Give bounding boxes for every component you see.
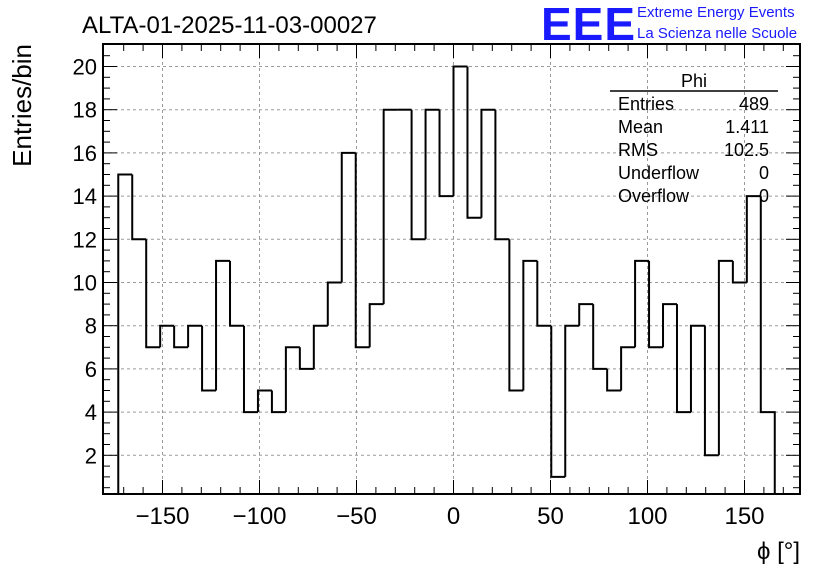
stats-label-2: RMS	[618, 140, 658, 160]
histogram-bin-1	[131, 174, 147, 241]
histogram-bin-17	[354, 152, 370, 349]
plot-frame	[102, 43, 801, 495]
stats-value-3: 0	[759, 163, 769, 183]
histogram-bin-44	[731, 260, 747, 284]
y-tick-label-5: 12	[73, 227, 97, 252]
y-tick-label-3: 8	[85, 314, 97, 339]
histogram-bin-2	[145, 239, 161, 349]
eee-logo-mark: EEE	[541, 0, 636, 50]
chart-title: ALTA-01-2025-11-03-00027	[82, 12, 377, 39]
histogram-bin-8	[229, 260, 244, 327]
eee-logo: EEE Extreme Energy Events La Scienza nel…	[541, 0, 797, 50]
logo-line-1: Extreme Energy Events	[637, 4, 795, 21]
y-tick-label-4: 10	[73, 271, 97, 296]
histogram-bin-21	[410, 109, 426, 241]
stats-value-2: 102.5	[724, 140, 769, 160]
y-tick-label-6: 14	[73, 184, 97, 209]
stats-value-1: 1.411	[725, 117, 769, 137]
histogram-bin-24	[452, 65, 468, 197]
histogram-bin-36	[620, 346, 636, 391]
y-tick-label-1: 4	[85, 400, 97, 425]
histogram-bin-7	[215, 259, 231, 391]
stats-box: Phi Entries 489 Mean 1.411 RMS 102.5 Underflow…	[610, 71, 778, 206]
stats-label-0: Entries	[618, 94, 674, 114]
histogram-bin-43	[717, 259, 733, 456]
stats-label-4: Overflow	[618, 186, 690, 206]
histogram-bin-15	[326, 281, 342, 326]
stats-rows: Entries 489 Mean 1.411 RMS 102.5 Underflow 0 Ove…	[618, 94, 769, 206]
y-axis-ticks: 2 4 6 8 10 12 14 16 18 20	[73, 55, 800, 489]
stats-label-1: Mean	[618, 117, 663, 137]
histogram-bin-33	[578, 303, 594, 326]
histogram-bin-46	[759, 196, 776, 494]
histogram-bin-40	[675, 304, 691, 414]
histogram-bin-10	[256, 389, 272, 413]
y-tick-label-7: 16	[73, 141, 97, 166]
x-axis-label: ϕ [°]	[757, 538, 800, 565]
y-tick-label-2: 6	[85, 357, 97, 382]
histogram-bin-38	[648, 260, 664, 349]
histogram-bin-14	[312, 324, 328, 369]
stats-value-0: 489	[739, 94, 769, 114]
y-axis-label: Entries/bin	[7, 44, 37, 167]
histogram-bin-31	[550, 325, 566, 478]
x-tick-label-6: 150	[724, 503, 764, 530]
histogram-bin-42	[703, 325, 719, 457]
histogram-bin-16	[340, 151, 356, 283]
histogram-bin-4	[173, 325, 189, 349]
histogram-bin-5	[187, 324, 203, 348]
histogram-bin-19	[382, 108, 398, 305]
histogram-bin-6	[201, 325, 217, 392]
grid	[103, 44, 800, 494]
histogram-bin-37	[634, 259, 650, 348]
histogram-bin-18	[368, 303, 384, 348]
histogram-bin-29	[522, 259, 538, 391]
stats-label-3: Underflow	[618, 163, 700, 183]
histogram-bin-12	[284, 346, 300, 413]
histogram-bin-13	[298, 347, 314, 370]
histogram-bin-28	[508, 239, 524, 392]
stats-box-title: Phi	[681, 71, 707, 91]
histogram-bin-35	[606, 368, 622, 392]
histogram-bin-22	[424, 108, 440, 240]
histogram-bin-23	[438, 109, 454, 198]
histogram-bin-11	[270, 390, 286, 414]
histogram-bin-32	[564, 324, 580, 477]
histogram-bin-39	[662, 303, 677, 348]
y-tick-label-9: 20	[73, 55, 97, 80]
x-tick-label-5: 100	[627, 503, 667, 530]
histogram-bin-30	[536, 260, 552, 327]
logo-line-2: La Scienza nelle Scuole	[637, 25, 797, 42]
histogram-bin-41	[689, 324, 705, 413]
histogram-bin-0	[117, 173, 133, 494]
histogram-bin-26	[480, 108, 496, 218]
x-tick-label-1: −100	[232, 503, 286, 530]
histogram-bars	[117, 65, 776, 494]
histogram-bin-9	[242, 325, 258, 414]
y-tick-label-8: 18	[73, 98, 97, 123]
histogram-bin-27	[494, 109, 510, 241]
x-tick-label-3: 0	[447, 503, 460, 530]
histogram-bin-3	[159, 324, 175, 348]
histogram-bin-45	[745, 195, 761, 283]
y-tick-label-0: 2	[85, 443, 97, 468]
x-axis-ticks: −150 −100 −50 0 50 100 150	[123, 44, 784, 530]
x-tick-label-2: −50	[336, 503, 377, 530]
x-tick-label-0: −150	[135, 503, 189, 530]
stats-value-4: 0	[759, 186, 769, 206]
histogram-bin-34	[592, 304, 608, 370]
histogram-bin-25	[466, 66, 482, 219]
x-tick-label-4: 50	[537, 503, 564, 530]
